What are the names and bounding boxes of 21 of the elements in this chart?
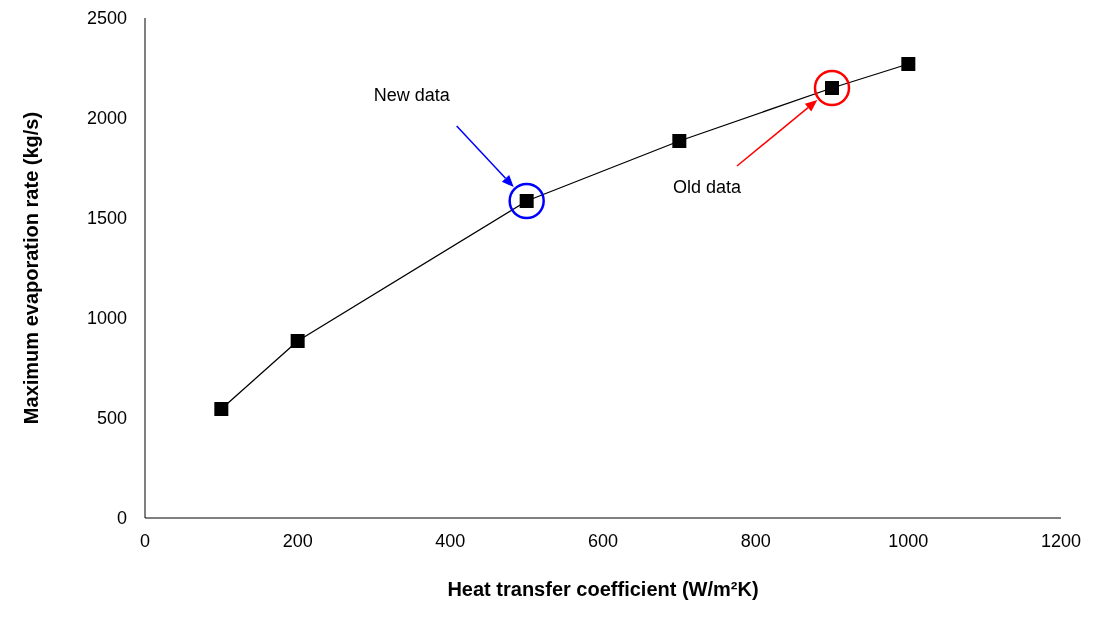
y-tick-label: 1500 [86, 208, 127, 229]
x-tick-label: 1000 [888, 530, 929, 551]
y-axis-title: Maximum evaporation rate (kg/s) [20, 111, 42, 425]
point [901, 57, 916, 71]
point [672, 134, 687, 148]
point [214, 402, 229, 416]
annotation: Old data [672, 177, 743, 197]
annotation: New data [373, 85, 451, 105]
y-tick-label: 2500 [86, 8, 127, 29]
x-axis-title: Heat transfer coefficient (W/m²K) [447, 578, 759, 600]
x-tick-label: 1200 [1040, 530, 1082, 551]
x-tick-label: 400 [435, 530, 466, 551]
y-tick-label: 2000 [86, 108, 127, 129]
y-tick-label: 500 [96, 408, 127, 429]
y-tick-label: 1000 [86, 308, 127, 329]
x-tick-label: 600 [587, 530, 619, 551]
y-tick-label: 0 [116, 508, 127, 529]
x-tick-label: 800 [740, 530, 771, 551]
x-tick-label: 200 [282, 530, 313, 551]
point [290, 334, 305, 348]
x-tick-label: 0 [139, 530, 151, 551]
